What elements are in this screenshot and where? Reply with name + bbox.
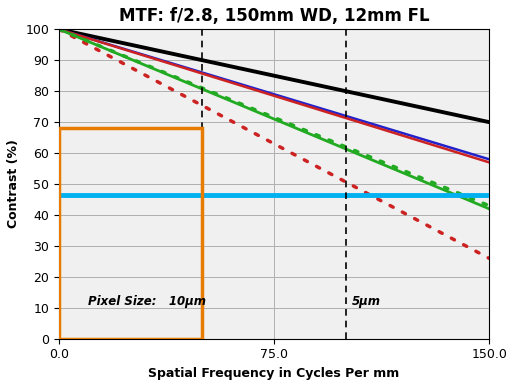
Bar <box>59 128 203 339</box>
Y-axis label: Contrast (%): Contrast (%) <box>7 140 20 228</box>
Title: MTF: f/2.8, 150mm WD, 12mm FL: MTF: f/2.8, 150mm WD, 12mm FL <box>119 7 429 25</box>
Text: 5μm: 5μm <box>352 295 380 308</box>
X-axis label: Spatial Frequency in Cycles Per mm: Spatial Frequency in Cycles Per mm <box>149 367 400 380</box>
Text: Pixel Size:   10μm: Pixel Size: 10μm <box>88 295 206 308</box>
